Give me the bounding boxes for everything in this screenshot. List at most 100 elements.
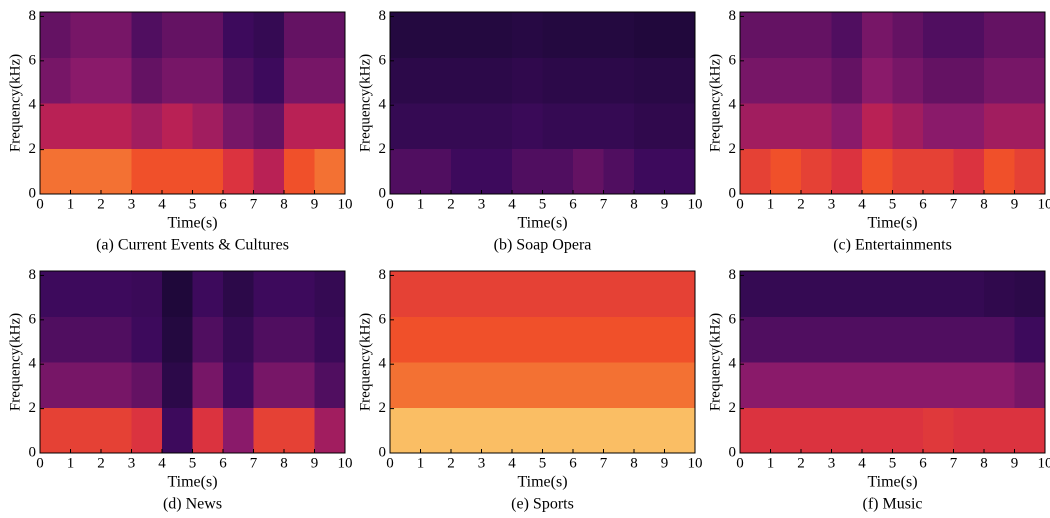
x-tick-label: 3	[128, 196, 136, 212]
spectrogram-cell	[314, 103, 346, 149]
spectrogram-cell	[862, 12, 893, 58]
spectrogram-cell	[70, 362, 102, 408]
spectrogram-cell	[664, 148, 696, 195]
spectrogram-cell	[101, 12, 132, 58]
spectrogram-cell	[770, 57, 802, 104]
x-tick-label: 1	[767, 196, 775, 212]
spectrogram-cell	[664, 407, 696, 454]
spectrogram-cell	[131, 148, 163, 195]
spectrogram-cell	[984, 407, 1015, 454]
spectrogram-cell	[162, 103, 193, 149]
y-tick-label: 6	[379, 52, 387, 68]
spectrogram-cell	[603, 12, 635, 58]
spectrogram-cell	[801, 148, 832, 195]
x-tick-label: 5	[889, 196, 897, 212]
x-tick-label: 3	[478, 455, 486, 471]
spectrogram-cell	[420, 57, 452, 104]
spectrogram-cell	[740, 362, 771, 408]
x-tick-label: 1	[417, 455, 425, 471]
spectrogram-cell	[542, 316, 574, 363]
spectrogram-cell	[831, 103, 863, 149]
spectrogram-cell	[831, 407, 863, 454]
spectrogram-cell	[984, 316, 1015, 363]
spectrogram-cell	[314, 57, 346, 104]
spectrogram-cell	[284, 271, 315, 317]
spectrogram-cell	[984, 57, 1015, 104]
x-tick-label: 4	[858, 196, 866, 212]
spectrogram-cell	[192, 362, 224, 408]
spectrogram-cell	[1014, 362, 1046, 408]
spectrogram-cell	[1014, 407, 1046, 454]
spectrogram-cell	[451, 12, 482, 58]
spectrogram-cell	[451, 271, 482, 317]
spectrogram-cell	[390, 407, 421, 454]
y-tick-label: 6	[379, 311, 387, 327]
spectrogram-cell	[801, 316, 832, 363]
spectrogram-cell	[192, 148, 224, 195]
spectrogram-cell	[101, 57, 132, 104]
y-tick-label: 8	[379, 267, 387, 283]
x-tick-label: 9	[661, 196, 669, 212]
x-tick-label: 8	[630, 196, 638, 212]
x-tick-label: 4	[158, 196, 166, 212]
x-tick-label: 7	[950, 196, 958, 212]
spectrogram-cell	[1014, 103, 1046, 149]
spectrogram-cell	[101, 407, 132, 454]
spectrogram-cell	[253, 407, 285, 454]
spectrogram-cell	[253, 148, 285, 195]
spectrogram-cell	[801, 407, 832, 454]
spectrogram-cell	[801, 271, 832, 317]
spectrogram-cell	[573, 103, 604, 149]
y-tick-label: 4	[29, 97, 37, 113]
spectrogram-cell	[131, 12, 163, 58]
spectrogram-cell	[162, 362, 193, 408]
spectrogram-cell	[770, 362, 802, 408]
panel-caption: (c) Entertainments	[833, 237, 952, 254]
x-tick-label: 0	[736, 455, 744, 471]
spectrogram-cell	[390, 271, 421, 317]
y-tick-label: 0	[379, 444, 387, 460]
spectrogram-cell	[314, 362, 346, 408]
spectrogram-cell	[451, 57, 482, 104]
spectrogram-cell	[664, 271, 696, 317]
spectrogram-cell	[664, 316, 696, 363]
spectrogram-cell	[314, 148, 346, 195]
spectrogram-cell	[634, 12, 665, 58]
x-tick-label: 10	[688, 196, 703, 212]
spectrogram-cell	[542, 57, 574, 104]
spectrogram-cell	[70, 407, 102, 454]
spectrogram-cell	[70, 103, 102, 149]
spectrogram-cell	[284, 362, 315, 408]
panel-caption: (d) News	[163, 496, 222, 513]
spectrogram-cell	[131, 103, 163, 149]
x-tick-label: 9	[311, 455, 319, 471]
spectrogram-cell	[101, 271, 132, 317]
spectrogram-cell	[420, 103, 452, 149]
spectrogram-cell	[101, 316, 132, 363]
spectrogram-cell	[573, 316, 604, 363]
spectrogram-cell	[770, 148, 802, 195]
spectrogram-cell	[953, 316, 985, 363]
spectrogram-cell	[70, 316, 102, 363]
spectrogram-cell	[892, 12, 924, 58]
spectrogram-cell	[162, 57, 193, 104]
spectrogram-cell	[801, 12, 832, 58]
x-tick-label: 5	[189, 196, 197, 212]
spectrogram-cell	[634, 316, 665, 363]
spectrogram-cell	[131, 57, 163, 104]
x-tick-label: 0	[736, 196, 744, 212]
spectrogram-cell	[831, 362, 863, 408]
spectrogram-cell	[862, 316, 893, 363]
spectrogram-cell	[223, 316, 254, 363]
x-tick-label: 7	[250, 455, 258, 471]
x-tick-label: 9	[661, 455, 669, 471]
spectrogram-cell	[451, 407, 482, 454]
spectrogram-cell	[953, 103, 985, 149]
y-tick-label: 0	[379, 185, 387, 201]
spectrogram-cell	[70, 12, 102, 58]
spectrogram-cell	[573, 271, 604, 317]
spectrogram-cell	[512, 57, 543, 104]
x-tick-label: 7	[600, 196, 608, 212]
spectrogram-cell	[862, 57, 893, 104]
spectrogram-cell	[740, 407, 771, 454]
